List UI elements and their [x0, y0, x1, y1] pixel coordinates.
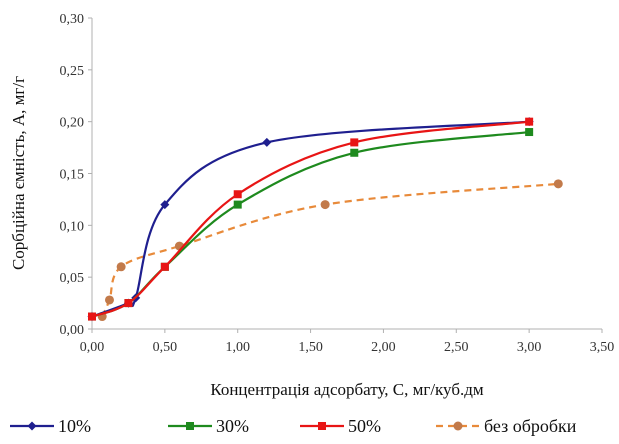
y-tick-label: 0,00 [60, 323, 85, 338]
y-tick-labels: 0,00 0,05 0,10 0,15 0,20 0,25 0,30 [60, 12, 92, 338]
legend: 10% 30% 50% без обробки [10, 416, 577, 436]
legend-label: 30% [216, 416, 249, 436]
y-tick-label: 0,05 [60, 271, 85, 286]
x-tick-label: 3,50 [590, 340, 615, 355]
x-tick-label: 3,00 [517, 340, 542, 355]
x-tick-label: 2,50 [444, 340, 469, 355]
chart-axes [91, 18, 602, 330]
data-point [525, 117, 534, 126]
data-point [525, 128, 534, 137]
data-point [160, 200, 170, 210]
data-point [262, 137, 272, 147]
series-group [87, 117, 563, 322]
x-tick-labels: 0,00 0,50 1,00 1,50 2,00 2,50 3,00 3,50 [80, 329, 615, 355]
y-tick-label: 0,30 [60, 12, 85, 27]
legend-label: без обробки [484, 416, 577, 436]
data-point [88, 312, 96, 321]
data-point [233, 200, 242, 209]
legend-marker [186, 422, 194, 430]
series-line [91, 120, 530, 318]
legend-item: без обробки [436, 416, 577, 436]
x-tick-label: 0,50 [153, 340, 178, 355]
y-tick-label: 0,15 [60, 168, 85, 183]
legend-item: 10% [10, 416, 91, 436]
y-tick-label: 0,10 [60, 219, 85, 234]
legend-label: 10% [58, 416, 91, 436]
legend-item: 30% [168, 416, 249, 436]
legend-marker [318, 422, 326, 430]
legend-marker [27, 421, 37, 431]
series-0 [87, 117, 534, 322]
data-point [104, 295, 114, 305]
y-axis-title: Сорбційна ємність, A, мг/г [9, 76, 28, 270]
data-point [116, 262, 126, 272]
legend-label: 50% [348, 416, 381, 436]
x-tick-label: 1,00 [225, 340, 250, 355]
data-point [233, 190, 242, 199]
data-point [350, 148, 359, 157]
legend-marker [453, 421, 463, 431]
y-tick-label: 0,25 [60, 64, 85, 79]
x-tick-label: 0,00 [80, 340, 105, 355]
x-axis-title: Концентрація адсорбату, C, мг/куб.дм [210, 380, 484, 399]
data-point [350, 138, 359, 147]
data-point [553, 179, 563, 189]
data-point [320, 200, 330, 210]
series-line [91, 120, 530, 318]
data-point [160, 262, 169, 271]
x-tick-label: 1,50 [298, 340, 323, 355]
data-point [124, 299, 133, 308]
series-line [91, 130, 530, 318]
y-tick-label: 0,20 [60, 116, 85, 131]
series-line [101, 182, 559, 318]
x-tick-label: 2,00 [371, 340, 396, 355]
series-2 [88, 117, 534, 321]
legend-item: 50% [300, 416, 381, 436]
